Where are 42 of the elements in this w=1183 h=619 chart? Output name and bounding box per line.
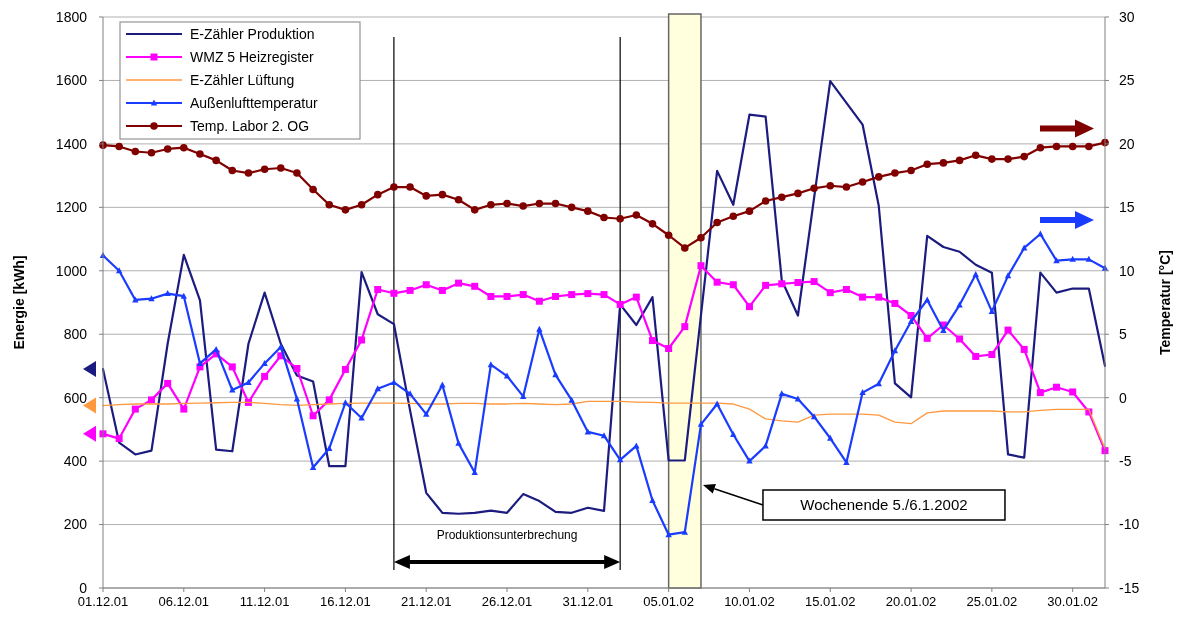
y2-tick-label: 30 (1119, 8, 1135, 25)
x-tick-label: 20.01.02 (885, 594, 937, 609)
y2-tick-label: -15 (1119, 579, 1140, 596)
y-tick-label: 400 (63, 453, 88, 470)
legend-label: WMZ 5 Heizregister (190, 48, 315, 65)
x-tick-label: 31.12.01 (562, 594, 614, 609)
y-tick-label: 1000 (55, 262, 88, 279)
x-tick-label: 05.01.02 (643, 594, 694, 609)
y-tick-label: 1800 (55, 8, 88, 25)
x-tick-label: 10.01.02 (724, 594, 775, 609)
y-tick-label: 600 (63, 389, 88, 406)
legend-label: E-Zähler Lüftung (190, 71, 295, 88)
x-tick-label: 15.01.02 (804, 594, 856, 609)
y2-tick-label: 20 (1119, 135, 1135, 152)
y2-tick-label: 0 (1119, 389, 1127, 406)
x-tick-label: 06.12.01 (158, 594, 210, 609)
y-axis-title: Energie [kWh] (11, 255, 27, 350)
x-tick-label: 11.12.01 (239, 594, 290, 609)
x-tick-label: 25.01.02 (966, 594, 1018, 609)
y2-tick-label: 15 (1119, 199, 1135, 216)
y-tick-label: 800 (63, 326, 88, 343)
y2-tick-label: 10 (1119, 262, 1135, 279)
x-tick-label: 16.12.01 (320, 594, 371, 609)
legend-label: Temp. Labor 2. OG (190, 117, 310, 134)
y-tick-label: 1400 (55, 135, 88, 152)
y2-tick-label: 25 (1119, 72, 1135, 89)
y-tick-label: 1600 (55, 72, 88, 89)
y2-tick-label: 5 (1119, 326, 1127, 343)
annotation: Produktionsunterbrechung (436, 528, 578, 543)
x-tick-label: 26.12.01 (481, 594, 533, 609)
legend-label: E-Zähler Produktion (190, 25, 315, 42)
legend-label: Außenlufttemperatur (190, 94, 318, 111)
x-tick-label: 30.01.02 (1047, 594, 1098, 609)
y-tick-label: 1200 (55, 199, 88, 216)
x-tick-label: 01.12.01 (77, 594, 129, 609)
annotation: Wochenende 5./6.1.2002 (800, 496, 968, 514)
y-tick-label: 0 (79, 579, 88, 596)
y-tick-label: 200 (63, 516, 88, 533)
y2-tick-label: -10 (1119, 516, 1140, 533)
y2-tick-label: -5 (1119, 453, 1132, 470)
x-tick-label: 21.12.01 (400, 594, 452, 609)
y2-axis-title: Temperatur [°C] (1157, 250, 1173, 355)
